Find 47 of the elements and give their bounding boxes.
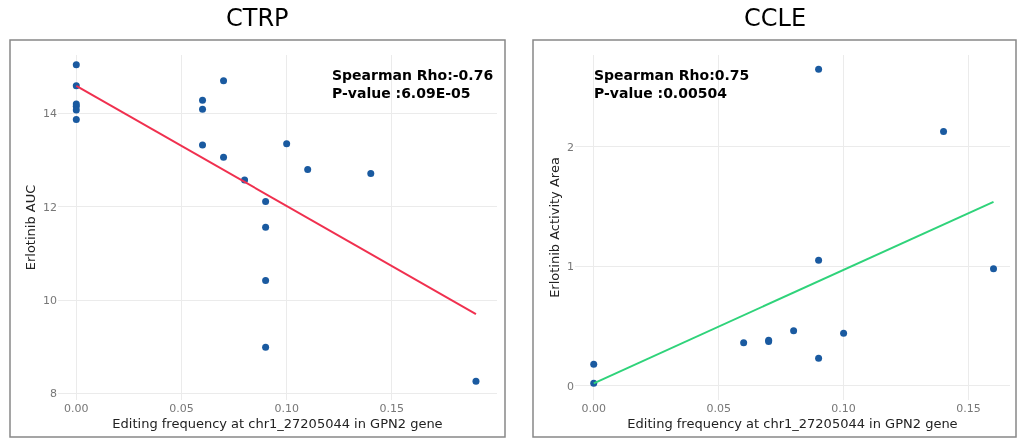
x-tick-label: 0.00 bbox=[581, 402, 606, 415]
point bbox=[262, 223, 270, 231]
y-tick-label: 2 bbox=[567, 140, 574, 154]
point bbox=[199, 141, 207, 149]
x-tick-label: 0.15 bbox=[956, 402, 981, 415]
point bbox=[815, 65, 823, 73]
point bbox=[72, 115, 80, 123]
y-tick-label: 14 bbox=[43, 107, 57, 121]
point bbox=[740, 339, 748, 347]
x-tick-label: 0.10 bbox=[831, 402, 856, 415]
y-axis-title: Erlotinib AUC bbox=[22, 184, 38, 271]
x-tick-label: 0.15 bbox=[379, 402, 405, 415]
point bbox=[472, 377, 480, 385]
point bbox=[220, 153, 228, 161]
point bbox=[367, 170, 375, 178]
point bbox=[199, 96, 207, 104]
point bbox=[283, 140, 291, 148]
annotation: Spearman Rho:0.75 P-value :0.00504 bbox=[594, 67, 750, 102]
annotation: Spearman Rho:-0.76 P-value :6.09E-05 bbox=[332, 67, 494, 102]
point bbox=[590, 360, 598, 368]
point bbox=[262, 198, 270, 206]
point bbox=[199, 105, 207, 113]
x-tick-label: 0.05 bbox=[169, 402, 194, 415]
x-tick-label: 0.10 bbox=[274, 402, 299, 415]
point bbox=[220, 77, 228, 85]
y-tick-label: 1 bbox=[567, 260, 574, 274]
x-axis-title: Editing frequency at chr1_27205044 in GPN2 gene bbox=[112, 415, 443, 431]
y-tick-label: 8 bbox=[50, 387, 57, 401]
y-axis-title: Erlotinib Activity Area bbox=[546, 157, 562, 298]
point bbox=[304, 165, 312, 173]
chart-title: CCLE bbox=[744, 4, 807, 32]
y-tick-label: 0 bbox=[567, 379, 574, 393]
point bbox=[815, 354, 823, 362]
point bbox=[815, 256, 823, 264]
point bbox=[790, 327, 798, 335]
point bbox=[840, 329, 848, 337]
x-tick-label: 0.05 bbox=[706, 402, 731, 415]
point bbox=[72, 61, 80, 69]
x-tick-label: 0.00 bbox=[64, 402, 89, 415]
point bbox=[990, 265, 998, 273]
x-axis-title: Editing frequency at chr1_27205044 in GPN2 gene bbox=[627, 415, 958, 431]
chart-title: CTRP bbox=[226, 4, 289, 32]
y-tick-label: 12 bbox=[43, 200, 57, 214]
point bbox=[940, 127, 948, 135]
y-tick-label: 10 bbox=[43, 293, 57, 307]
point bbox=[262, 276, 270, 284]
point bbox=[262, 343, 270, 351]
